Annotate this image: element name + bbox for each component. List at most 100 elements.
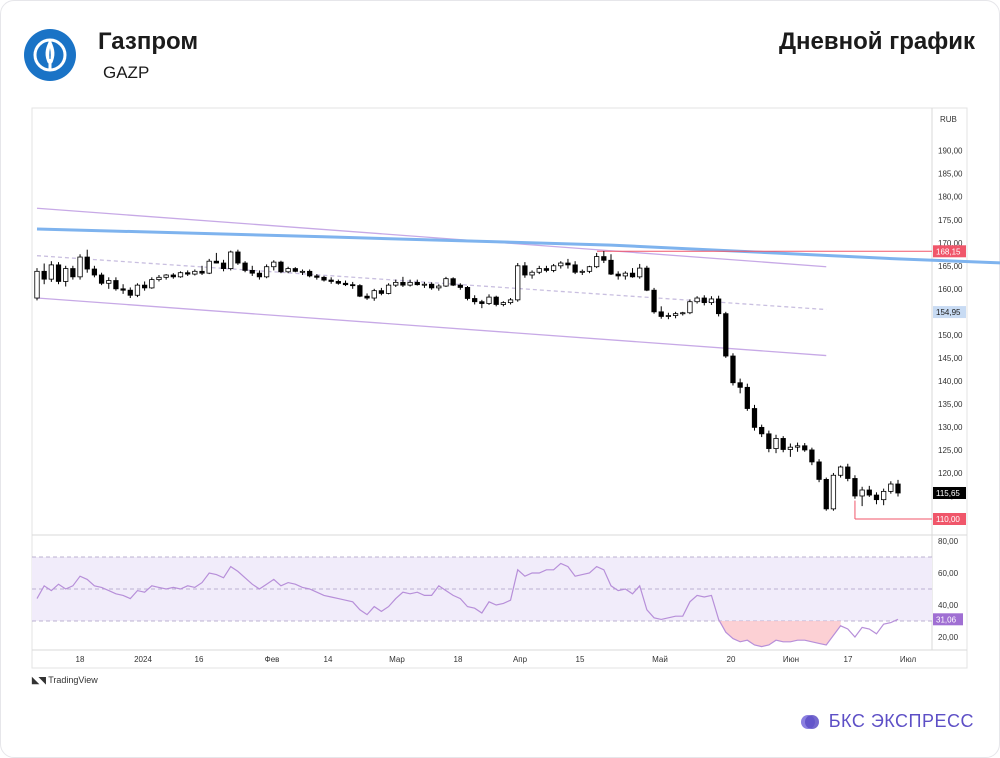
candle [393, 281, 399, 286]
x-tick-label: 18 [454, 655, 463, 664]
candle [837, 466, 844, 476]
candle [687, 301, 693, 314]
tradingview-label: TradingView [48, 675, 98, 685]
candle [672, 313, 679, 316]
candle [285, 268, 291, 273]
candle [637, 267, 643, 278]
candle [149, 279, 155, 289]
candle [881, 490, 887, 501]
y-tick-label: 120,00 [938, 469, 963, 478]
y-tick-label: 135,00 [938, 400, 963, 409]
gazprom-logo [24, 29, 76, 81]
candle [436, 285, 442, 289]
candle [206, 260, 212, 274]
candle [77, 256, 83, 278]
rsi-y-tick-label: 40,00 [938, 601, 959, 610]
x-tick-label: 18 [76, 655, 85, 664]
y-tick-label: 185,00 [938, 170, 963, 179]
candle [278, 261, 284, 273]
candle [852, 478, 858, 497]
candle [127, 289, 133, 296]
candle [737, 382, 743, 388]
candle [515, 265, 521, 301]
candle [622, 272, 628, 277]
moving-average-line [36, 227, 1000, 265]
x-tick-label: Июл [900, 655, 917, 664]
rsi-y-tick-label: 80,00 [938, 537, 959, 546]
y-tick-label: 130,00 [938, 423, 963, 432]
candle [507, 299, 514, 304]
channel-lower-line [36, 297, 827, 357]
candle [816, 461, 822, 480]
last-price-label: 115,65 [936, 489, 960, 498]
candle [809, 449, 815, 463]
candle [644, 267, 650, 291]
y-tick-label: 180,00 [938, 193, 963, 202]
rsi-line [36, 562, 899, 648]
candle [357, 285, 363, 297]
candle [723, 313, 729, 357]
candle [586, 266, 593, 272]
support-tag [933, 513, 966, 525]
rsi-y-tick-label: 20,00 [938, 633, 959, 642]
candle [866, 489, 872, 496]
candle [766, 433, 772, 449]
y-tick-label: 190,00 [938, 147, 963, 156]
candle [256, 272, 263, 278]
candle [550, 265, 557, 271]
candle [263, 266, 270, 278]
candle [450, 278, 456, 286]
plot-frame [31, 107, 968, 669]
last-price-tag [933, 486, 966, 499]
candle [335, 281, 341, 284]
ticker: GAZP [103, 63, 150, 82]
candle [249, 270, 255, 274]
candle [845, 466, 851, 479]
candle [307, 270, 313, 277]
candle [156, 276, 162, 281]
candle [220, 262, 227, 269]
y-tick-label: 145,00 [938, 354, 963, 363]
candle [529, 271, 535, 276]
candle [228, 251, 234, 269]
candle [299, 270, 306, 273]
tradingview-logo-icon: ◣◥ [32, 675, 46, 685]
candle [701, 297, 707, 304]
x-tick-label: Фев [265, 655, 280, 664]
candle [48, 264, 54, 280]
flame-icon [33, 38, 67, 72]
candle [213, 260, 219, 264]
candle [594, 256, 600, 268]
y-tick-label: 150,00 [938, 331, 963, 340]
candle [142, 284, 148, 289]
candle [658, 311, 664, 317]
candle [651, 289, 657, 313]
candle [708, 298, 715, 304]
resistance-tag [933, 245, 966, 258]
candle [113, 280, 119, 290]
candle [385, 284, 392, 294]
candle [106, 280, 112, 284]
candle [120, 288, 126, 291]
candle [443, 278, 449, 287]
candle [665, 315, 672, 317]
candle [407, 281, 413, 286]
candle [350, 284, 356, 287]
candle [342, 282, 349, 286]
candle [888, 483, 894, 492]
candle [421, 283, 428, 286]
candle [780, 438, 786, 450]
x-tick-label: 2024 [134, 655, 152, 664]
candle [773, 438, 779, 449]
y-tick-label: 175,00 [938, 216, 963, 225]
rsi-oversold-fill [711, 621, 841, 647]
tradingview-attribution: ◣◥ TradingView [32, 675, 98, 686]
chart-kind-title: Дневной график [778, 28, 975, 55]
candle [292, 268, 298, 272]
candle [235, 251, 241, 264]
x-tick-label: 20 [727, 655, 736, 664]
candle [895, 483, 901, 494]
candle [823, 479, 829, 510]
candle [751, 408, 758, 428]
